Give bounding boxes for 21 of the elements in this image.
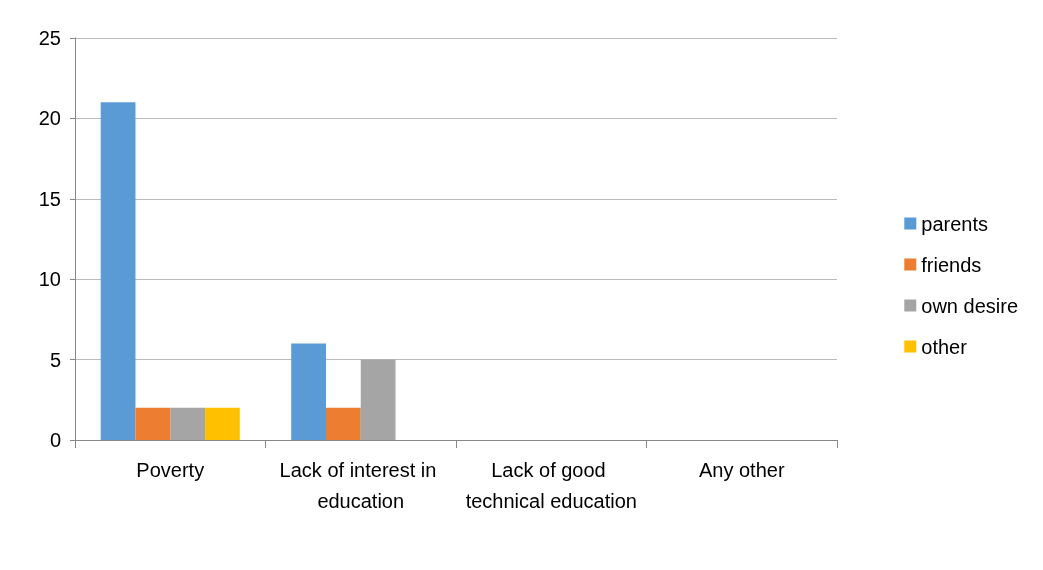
x-tick-label: Poverty <box>136 458 205 481</box>
legend-label: other <box>921 335 968 358</box>
bar <box>291 343 326 440</box>
legend-label: own desire <box>921 294 1018 317</box>
x-tick-label: Lack of interest in education <box>279 458 442 512</box>
bar <box>170 407 206 440</box>
y-tick-label: 10 <box>38 268 61 291</box>
y-tick-label: 5 <box>49 348 61 371</box>
bar <box>325 407 361 440</box>
bar <box>205 407 240 440</box>
y-tick-label: 15 <box>38 187 61 210</box>
bar <box>135 407 171 440</box>
x-tick-label: Any other <box>698 458 785 481</box>
y-tick-label: 0 <box>49 429 61 451</box>
x-tick-label: Lack of good technical education <box>465 458 637 512</box>
y-tick-label: 20 <box>38 107 61 130</box>
bar <box>360 359 396 440</box>
legend-label: friends <box>921 253 982 276</box>
bar <box>100 102 136 440</box>
y-tick-label: 25 <box>38 27 61 49</box>
legend-label: parents <box>921 212 988 235</box>
